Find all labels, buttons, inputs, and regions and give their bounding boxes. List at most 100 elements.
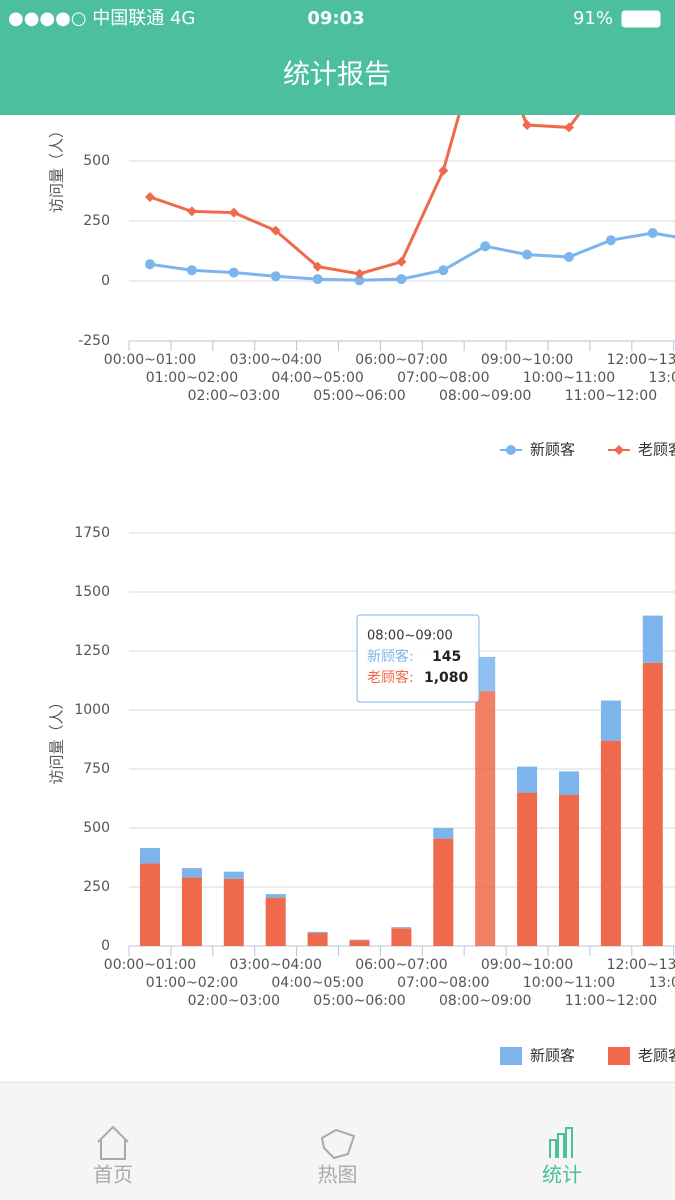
- line: [149, 231, 675, 282]
- marker: [564, 252, 574, 262]
- bar: [265, 897, 286, 946]
- tooltip-name: 老顾客:: [367, 669, 414, 686]
- bar: [642, 615, 663, 663]
- y-axis-title: 访问量（人）: [48, 123, 66, 213]
- marker: [186, 265, 197, 276]
- marker: [354, 275, 365, 286]
- tab-label: 首页: [93, 1163, 133, 1187]
- marker: [312, 261, 323, 272]
- x-tick-label: 03:00~04:00: [229, 352, 321, 368]
- y-tick-label: 0: [101, 273, 110, 289]
- y-tick-label: 1750: [74, 525, 110, 541]
- marker: [438, 165, 449, 176]
- tab[interactable]: 统计: [542, 1127, 582, 1187]
- legend-marker: [608, 1047, 630, 1065]
- x-tick-label: 01:00~02:00: [146, 370, 238, 386]
- tab-label: 热图: [318, 1163, 358, 1187]
- x-tick-label: 02:00~03:00: [188, 993, 280, 1009]
- marker: [647, 228, 658, 238]
- x-tick-label: 02:00~03:00: [188, 388, 280, 404]
- x-tick-label: 11:00~12:00: [565, 993, 657, 1009]
- bar: [265, 894, 286, 898]
- bar: [140, 863, 160, 946]
- legend-label: 老顾客: [638, 1047, 675, 1065]
- bar: [181, 868, 202, 878]
- x-tick-label: 01:00~02:00: [146, 975, 238, 991]
- legend-marker: [506, 445, 516, 455]
- tab-bar: [0, 1082, 675, 1200]
- x-tick-label: 07:00~08:00: [397, 370, 489, 386]
- x-tick-label: 08:00~09:00: [439, 993, 531, 1009]
- x-tick-label: 09:00~10:00: [481, 352, 573, 368]
- marker: [145, 259, 155, 270]
- marker: [228, 207, 239, 218]
- header-title: 统计报告: [283, 60, 391, 91]
- tab[interactable]: 首页: [93, 1125, 133, 1187]
- tab-label: 统计: [542, 1163, 582, 1187]
- legend-marker: [614, 445, 624, 455]
- y-axis-title: 访问量（人）: [48, 694, 66, 784]
- legend-marker: [500, 1047, 522, 1065]
- marker: [354, 268, 365, 279]
- bar: [433, 828, 454, 839]
- battery-icon: [621, 10, 661, 28]
- bar: [223, 878, 244, 946]
- marker: [270, 271, 281, 282]
- tab-icon: [97, 1125, 129, 1160]
- marker: [396, 274, 407, 285]
- marker: [522, 120, 533, 130]
- bar: [307, 931, 328, 934]
- y-tick-label: 250: [83, 213, 110, 229]
- marker: [396, 256, 407, 267]
- tooltip-name: 新顾客:: [367, 648, 414, 665]
- bar: [475, 656, 496, 692]
- x-tick-label: 04:00~05:00: [271, 370, 363, 386]
- bar: [223, 871, 244, 879]
- x-tick-label: 07:00~08:00: [397, 975, 489, 991]
- time: 09:03: [307, 8, 364, 29]
- tooltip-value: 1,080: [424, 670, 469, 686]
- tab[interactable]: 热图: [318, 1128, 358, 1187]
- bar: [600, 740, 621, 946]
- legend-label: 新顾客: [530, 1047, 575, 1065]
- bar: [559, 771, 579, 795]
- bar: [391, 928, 412, 946]
- y-tick-label: 500: [83, 153, 110, 169]
- x-tick-label: 06:00~07:00: [355, 957, 447, 973]
- y-tick-label: -250: [78, 333, 110, 349]
- x-tick-label: 05:00~06:00: [313, 993, 405, 1009]
- x-tick-label: 10:00~11:00: [523, 370, 615, 386]
- y-tick-label: 1000: [74, 702, 110, 718]
- x-tick-label: 13:00~14:00: [648, 975, 675, 991]
- legend-label: 新顾客: [530, 441, 575, 459]
- y-tick-label: 1250: [74, 643, 110, 659]
- x-tick-label: 13:00~14:00: [648, 370, 675, 386]
- bar: [391, 927, 412, 929]
- marker: [312, 274, 323, 285]
- header-bar: [0, 0, 675, 115]
- x-tick-label: 11:00~12:00: [565, 388, 657, 404]
- y-tick-label: 250: [83, 879, 110, 895]
- x-tick-label: 09:00~10:00: [481, 957, 573, 973]
- bar: [475, 691, 496, 946]
- battery-percent: 91%: [573, 8, 613, 29]
- marker: [228, 267, 239, 278]
- tooltip: [356, 614, 480, 703]
- bar: [349, 940, 370, 946]
- bar: [517, 792, 538, 946]
- x-tick-label: 08:00~09:00: [439, 388, 531, 404]
- bar: [307, 933, 328, 946]
- marker: [522, 249, 533, 260]
- bar: [517, 766, 538, 793]
- marker: [270, 225, 281, 236]
- y-tick-label: 0: [101, 938, 110, 954]
- marker: [605, 235, 616, 246]
- x-tick-label: 00:00~01:00: [104, 957, 196, 973]
- x-tick-label: 10:00~11:00: [523, 975, 615, 991]
- marker: [438, 265, 449, 276]
- x-tick-label: 05:00~06:00: [313, 388, 405, 404]
- marker: [480, 241, 491, 252]
- bar: [642, 662, 663, 946]
- carrier: ●●●●○ 中国联通 4G: [8, 8, 195, 29]
